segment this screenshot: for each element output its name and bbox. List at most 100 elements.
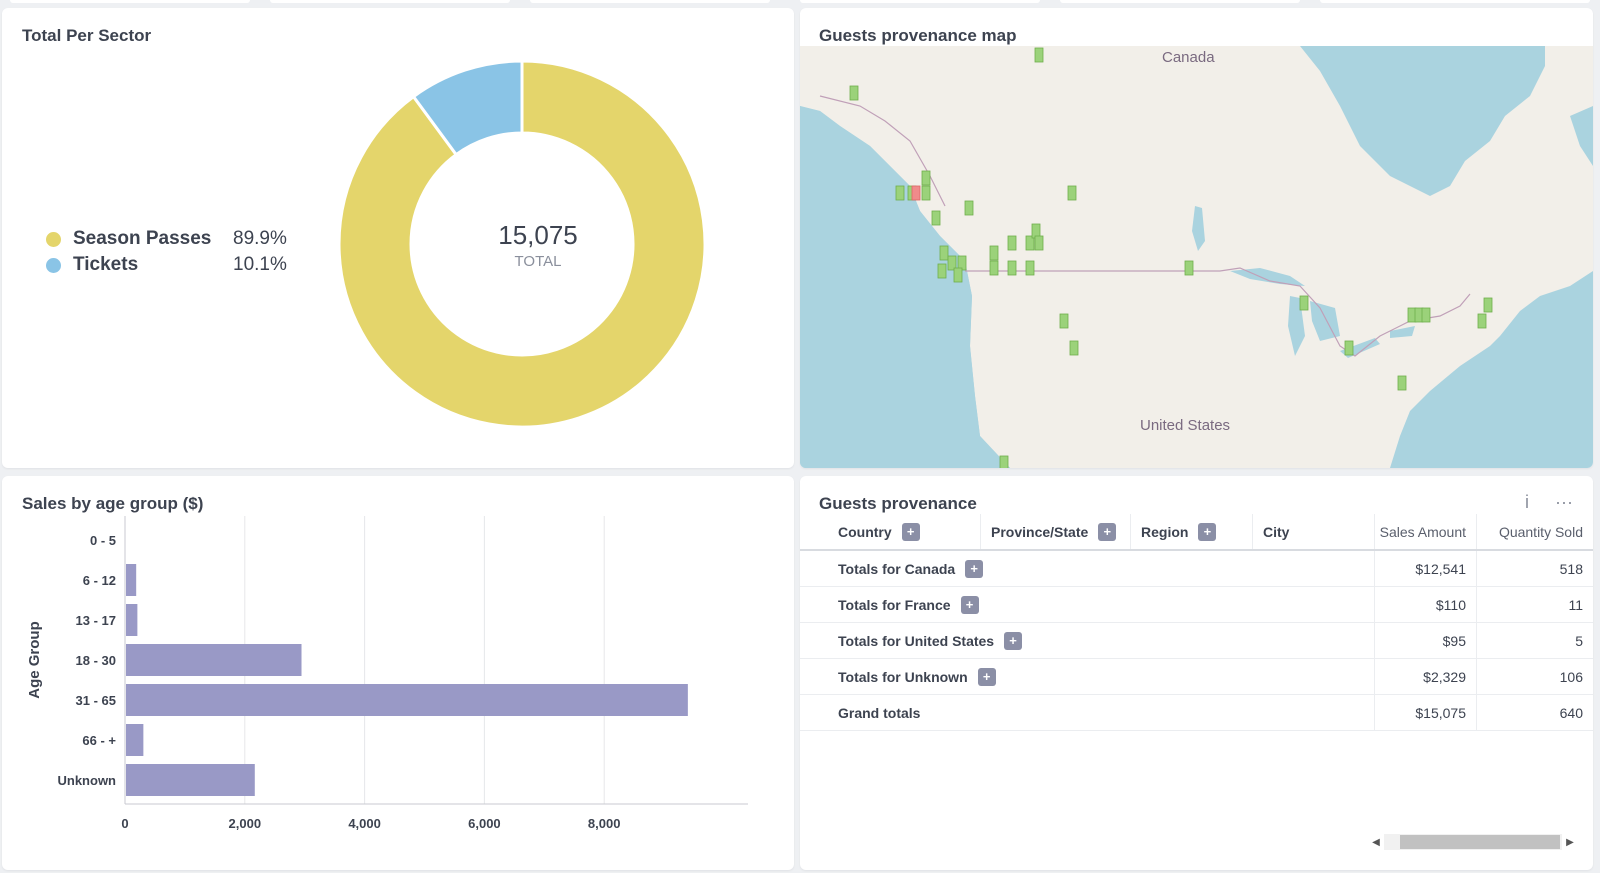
header-quantity-sold[interactable]: Quantity Sold xyxy=(1476,514,1593,549)
provenance-map[interactable]: Canada United States xyxy=(800,46,1593,468)
x-tick-label: 2,000 xyxy=(229,816,262,831)
map-marker[interactable] xyxy=(921,185,931,201)
expand-plus-icon[interactable]: + xyxy=(901,522,920,541)
expand-plus-icon[interactable]: + xyxy=(965,559,984,578)
row-label-cell: Totals for United States + xyxy=(800,623,1374,658)
map-marker[interactable] xyxy=(1034,235,1044,251)
map-hudson-bay xyxy=(1300,46,1545,196)
map-marker[interactable] xyxy=(1025,260,1035,276)
legend-label: Season Passes xyxy=(73,228,212,249)
map-marker[interactable] xyxy=(999,455,1009,468)
top-card-edge xyxy=(10,0,250,3)
map-marker[interactable] xyxy=(1007,235,1017,251)
map-marker[interactable] xyxy=(921,170,931,186)
donut-slice-tickets[interactable] xyxy=(411,60,524,157)
map-border xyxy=(965,267,1471,357)
y-tick-label: 18 - 30 xyxy=(76,653,116,668)
map-marker[interactable] xyxy=(1299,295,1309,311)
map-lake-michigan xyxy=(1288,296,1305,356)
bar[interactable] xyxy=(126,724,144,756)
map-marker[interactable] xyxy=(1184,260,1194,276)
scroll-thumb[interactable] xyxy=(1400,835,1560,849)
legend-item-season-passes[interactable]: Season Passes 89.9% xyxy=(46,226,287,252)
map-marker[interactable] xyxy=(939,245,949,261)
map-marker[interactable] xyxy=(964,200,974,216)
sector-card: Total Per Sector Season Passes 89.9% Tic… xyxy=(2,8,794,468)
donut-slice-season-passes[interactable] xyxy=(338,60,706,428)
map-marker[interactable] xyxy=(1344,340,1354,356)
expand-plus-icon[interactable]: + xyxy=(1004,631,1023,650)
header-label: Region xyxy=(1141,523,1189,540)
header-region[interactable]: Region + xyxy=(1130,514,1252,549)
sales-amount-cell: $2,329 xyxy=(1374,659,1476,694)
card-title: Sales by age group ($) xyxy=(22,494,204,513)
map-marker[interactable] xyxy=(1067,185,1077,201)
map-marker[interactable] xyxy=(1025,235,1035,251)
expand-plus-icon[interactable]: + xyxy=(960,595,979,614)
bar[interactable] xyxy=(126,764,255,796)
map-marker[interactable] xyxy=(1034,47,1044,63)
header-label: Quantity Sold xyxy=(1498,523,1583,540)
row-label: Totals for Canada xyxy=(838,560,956,577)
y-tick-label: 13 - 17 xyxy=(76,613,116,628)
map-card: Guests provenance map Canada United Stat… xyxy=(800,8,1593,468)
y-tick-label: 0 - 5 xyxy=(90,533,116,548)
map-marker[interactable] xyxy=(1483,297,1493,313)
header-sales-amount[interactable]: Sales Amount xyxy=(1374,514,1476,549)
map-marker[interactable] xyxy=(1069,340,1079,356)
card-title: Total Per Sector xyxy=(22,26,152,45)
age-card: Sales by age group ($) 0 2,000 4,000 6,000 8… xyxy=(2,476,794,870)
top-card-edge xyxy=(530,0,770,3)
row-label: Totals for Unknown xyxy=(838,668,968,685)
provenance-table: Country + Province/State + Region + City… xyxy=(800,514,1593,731)
map-marker[interactable] xyxy=(1397,375,1407,391)
table-header-row: Country + Province/State + Region + City… xyxy=(800,514,1593,551)
bar[interactable] xyxy=(126,684,688,716)
map-marker[interactable] xyxy=(931,210,941,226)
scroll-right-icon[interactable]: ▶ xyxy=(1566,836,1574,848)
map-marker[interactable] xyxy=(953,267,963,283)
map-pacific xyxy=(800,106,1010,468)
map-marker[interactable] xyxy=(849,85,859,101)
scroll-track[interactable] xyxy=(1384,834,1562,850)
map-marker[interactable] xyxy=(989,260,999,276)
expand-plus-icon[interactable]: + xyxy=(1198,522,1217,541)
x-tick-label: 6,000 xyxy=(468,816,501,831)
header-city[interactable]: City xyxy=(1252,514,1374,549)
legend-swatch xyxy=(46,257,61,273)
bar[interactable] xyxy=(126,644,302,676)
card-title: Guests provenance xyxy=(819,494,977,513)
y-tick-label: 6 - 12 xyxy=(83,573,116,588)
bar[interactable] xyxy=(126,604,138,636)
legend-percent: 89.9% xyxy=(233,228,287,249)
quantity-sold-cell: 5 xyxy=(1476,623,1593,658)
header-province-state[interactable]: Province/State + xyxy=(980,514,1130,549)
map-marker[interactable] xyxy=(989,245,999,261)
bar[interactable] xyxy=(126,564,137,596)
x-tick-label: 0 xyxy=(121,816,128,831)
table-row: Totals for Unknown + $2,329 106 xyxy=(800,659,1593,695)
card-actions: i ··· xyxy=(1525,492,1573,513)
map-lake-ontario xyxy=(1390,326,1415,338)
map-marker[interactable] xyxy=(1421,307,1431,323)
map-marker[interactable] xyxy=(1477,313,1487,329)
map-marker[interactable] xyxy=(895,185,905,201)
map-marker-highlight[interactable] xyxy=(911,185,921,201)
legend-swatch xyxy=(46,231,61,247)
map-marker[interactable] xyxy=(1007,260,1017,276)
horizontal-scrollbar[interactable]: ◀ ▶ xyxy=(1368,833,1578,851)
sales-amount-cell: $110 xyxy=(1374,587,1476,622)
more-options-icon[interactable]: ··· xyxy=(1555,492,1573,512)
info-icon[interactable]: i xyxy=(1525,492,1530,512)
expand-plus-icon[interactable]: + xyxy=(977,667,996,686)
header-country[interactable]: Country + xyxy=(800,514,980,549)
expand-plus-icon[interactable]: + xyxy=(1098,522,1117,541)
quantity-sold-cell: 518 xyxy=(1476,551,1593,586)
legend-item-tickets[interactable]: Tickets 10.1% xyxy=(46,252,287,278)
donut-total-value: 15,075 xyxy=(498,220,578,250)
map-marker[interactable] xyxy=(1059,313,1069,329)
scroll-left-icon[interactable]: ◀ xyxy=(1372,836,1380,848)
map-label-canada: Canada xyxy=(1162,49,1215,66)
map-marker[interactable] xyxy=(947,255,957,271)
map-marker[interactable] xyxy=(937,263,947,279)
